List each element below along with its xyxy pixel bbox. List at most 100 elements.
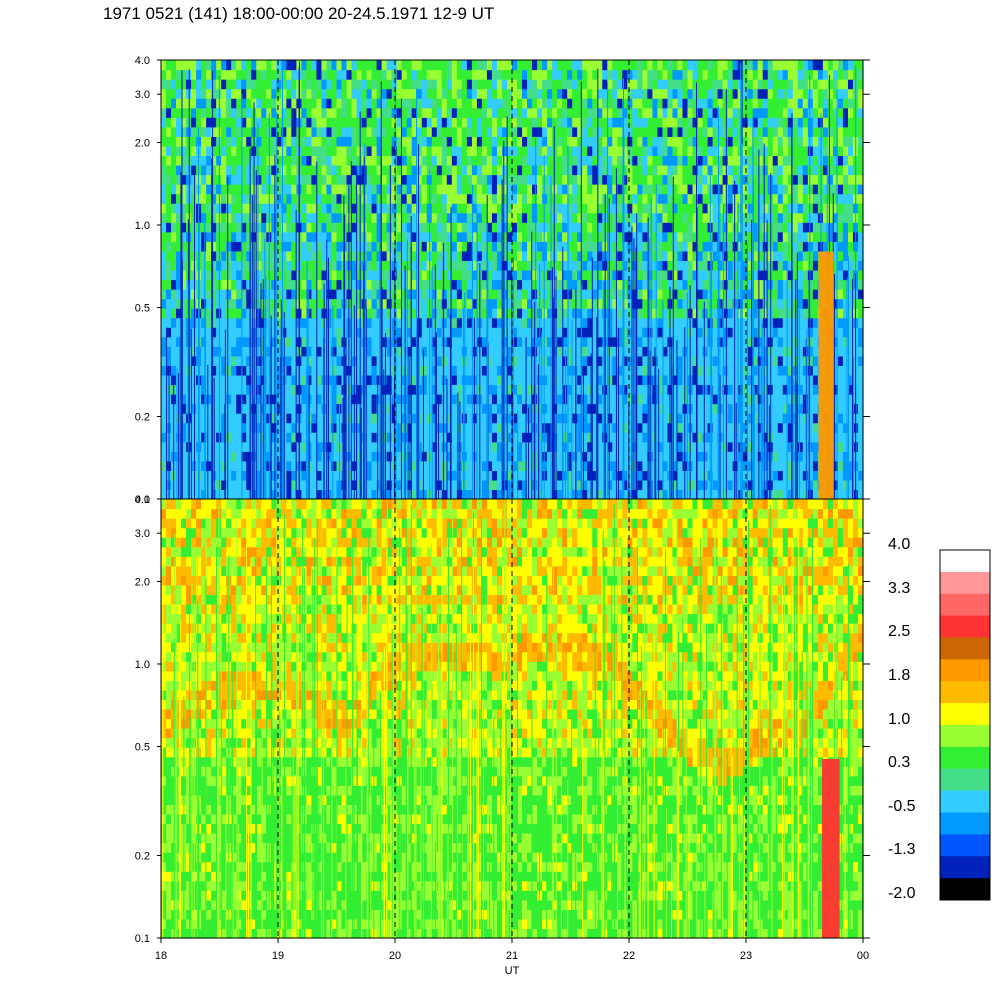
heatmap-cell [391, 107, 398, 118]
heatmap-cell [687, 69, 694, 80]
heatmap-cell [481, 460, 488, 471]
heatmap-cell [246, 155, 252, 166]
heatmap-cell [316, 117, 323, 128]
heatmap-cell [431, 260, 438, 271]
heatmap-cell [206, 279, 212, 290]
heatmap-cell [491, 269, 498, 281]
heatmap-cell [672, 365, 679, 376]
heatmap-cell [532, 203, 538, 214]
heatmap-cell [702, 289, 709, 300]
heatmap-cell [512, 203, 518, 214]
heatmap-cell [562, 98, 568, 109]
heatmap-cell [446, 155, 453, 166]
heatmap-cell [286, 460, 292, 471]
heatmap-cell [627, 317, 633, 328]
heatmap-cell [431, 79, 438, 90]
heatmap-cell [537, 98, 543, 109]
heatmap-cell [547, 441, 553, 452]
heatmap-cell [697, 336, 704, 347]
heatmap-cell [692, 60, 699, 71]
heatmap-cell [431, 384, 438, 395]
heatmap-cell [316, 260, 323, 271]
heatmap-cell [271, 193, 277, 204]
heatmap-cell [306, 107, 313, 118]
heatmap-cell [466, 98, 473, 109]
heatmap-cell [572, 269, 578, 281]
heatmap-cell [491, 107, 498, 118]
heatmap-cell [161, 117, 167, 128]
heatmap-cell [522, 460, 528, 471]
heatmap-cell [316, 126, 323, 137]
heatmap-cell [692, 432, 699, 443]
heatmap-cell [316, 394, 323, 405]
heatmap-cell [441, 269, 448, 281]
heatmap-cell [351, 260, 358, 271]
heatmap-cell [226, 231, 232, 242]
heatmap-cell [506, 289, 513, 300]
heatmap-cell [256, 184, 262, 195]
heatmap-cell [547, 489, 553, 500]
heatmap-cell [276, 79, 282, 90]
heatmap-cell [181, 298, 187, 309]
heatmap-cell [577, 250, 583, 262]
heatmap-cell [176, 88, 182, 99]
heatmap-cell [657, 460, 664, 471]
heatmap-cell [687, 60, 694, 71]
heatmap-cell [456, 327, 463, 338]
heatmap-cell [166, 346, 172, 357]
heatmap-cell [522, 250, 528, 262]
heatmap-cell [201, 231, 207, 242]
heatmap-cell [366, 432, 373, 443]
heatmap-cell [657, 231, 664, 242]
heatmap-cell [416, 308, 423, 319]
heatmap-cell [356, 394, 363, 405]
heatmap-cell [557, 422, 563, 433]
heatmap-cell [201, 298, 207, 309]
heatmap-cell [381, 384, 388, 395]
heatmap-cell [617, 413, 623, 424]
heatmap-cell [562, 394, 568, 405]
heatmap-cell [697, 308, 704, 319]
heatmap-cell [221, 250, 227, 262]
heatmap-cell [301, 374, 308, 386]
heatmap-cell [431, 346, 438, 357]
heatmap-cell [547, 231, 553, 242]
heatmap-cell [406, 60, 413, 71]
heatmap-cell [356, 193, 363, 204]
heatmap-cell [311, 145, 318, 157]
heatmap-cell [527, 479, 533, 491]
heatmap-cell [386, 269, 393, 281]
heatmap-cell [632, 308, 638, 319]
heatmap-cell [356, 384, 363, 395]
heatmap-cell [396, 98, 403, 109]
heatmap-cell [326, 317, 333, 328]
heatmap-cell [607, 250, 613, 262]
heatmap-cell [577, 222, 583, 233]
heatmap-cell [336, 98, 343, 109]
heatmap-cell [632, 117, 638, 128]
heatmap-cell [221, 69, 227, 80]
heatmap-cell [271, 422, 277, 433]
heatmap-cell [662, 403, 669, 414]
heatmap-cell [206, 384, 212, 395]
heatmap-cell [326, 145, 333, 157]
heatmap-cell [206, 394, 212, 405]
heatmap-cell [612, 269, 618, 281]
heatmap-cell [411, 193, 418, 204]
heatmap-cell [562, 117, 568, 128]
heatmap-cell [697, 384, 704, 395]
heatmap-cell [602, 145, 608, 157]
heatmap-cell [166, 203, 172, 214]
heatmap-cell [261, 241, 267, 252]
heatmap-cell [411, 231, 418, 242]
heatmap-cell [622, 384, 628, 395]
heatmap-cell [612, 298, 618, 309]
heatmap-cell [522, 327, 528, 338]
heatmap-cell [351, 231, 358, 242]
heatmap-cell [411, 365, 418, 376]
heatmap-cell [512, 403, 518, 414]
heatmap-cell [682, 289, 689, 300]
heatmap-cell [687, 269, 694, 281]
heatmap-cell [326, 88, 333, 99]
heatmap-cell [331, 432, 338, 443]
